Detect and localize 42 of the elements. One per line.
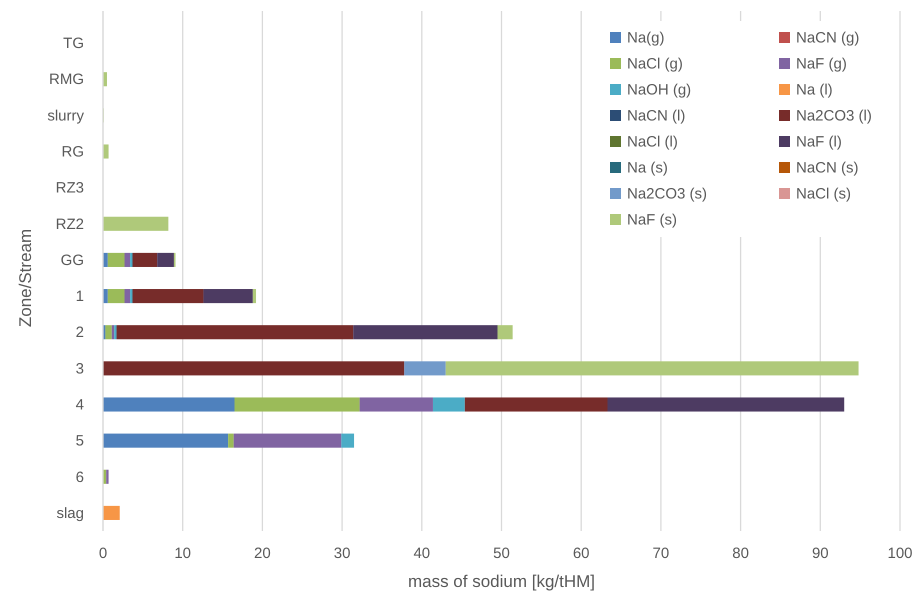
legend-label: Na(g) [627,30,665,46]
x-tick-label: 60 [572,545,590,562]
y-tick-label: RMG [49,71,84,88]
legend-label: NaF (g) [796,56,847,72]
legend-label: NaF (l) [796,134,842,150]
y-tick-label: slurry [47,107,84,124]
legend-label: NaF (s) [627,212,677,228]
x-tick-label: 40 [413,545,430,562]
y-tick-label: 2 [76,324,84,342]
legend-label: Na (s) [627,160,668,176]
x-tick-label: 20 [254,545,271,562]
legend-label: NaCN (l) [627,108,686,124]
y-tick-label: 5 [76,432,84,450]
x-tick-label: 90 [812,545,829,562]
y-tick-label: 4 [76,396,84,414]
legend-label: Na2CO3 (s) [627,186,708,202]
x-tick-label: 100 [887,545,912,562]
legend-label: NaCN (s) [796,160,858,176]
legend-label: NaCl (s) [796,186,851,202]
y-axis-title: Zone/Stream [16,228,35,328]
y-tick-label: GG [60,252,84,269]
legend-label: NaCl (g) [627,56,683,72]
y-tick-label: 6 [76,468,84,486]
x-tick-label: 70 [652,545,670,562]
legend-label: NaCN (g) [796,30,860,46]
y-tick-label: RG [62,144,84,160]
x-tick-label: 10 [174,545,192,562]
x-tick-label: 0 [98,545,108,562]
legend-label: NaCl (l) [627,134,678,150]
y-tick-label: RZ3 [56,180,84,197]
y-tick-label: TG [63,35,84,52]
legend-label: Na2CO3 (l) [796,108,872,124]
y-tick-label: 1 [76,288,84,306]
x-tick-label: 80 [732,545,749,562]
x-tick-label: 50 [493,545,510,562]
x-axis-title: mass of sodium [kg/tHM] [408,572,596,591]
legend-label: NaOH (g) [627,82,692,98]
legend-label: Na (l) [796,82,833,98]
y-tick-label: RZ2 [56,216,84,233]
y-tick-label: 3 [76,360,84,378]
x-tick-label: 30 [334,545,350,562]
y-tick-label: slag [56,504,84,522]
